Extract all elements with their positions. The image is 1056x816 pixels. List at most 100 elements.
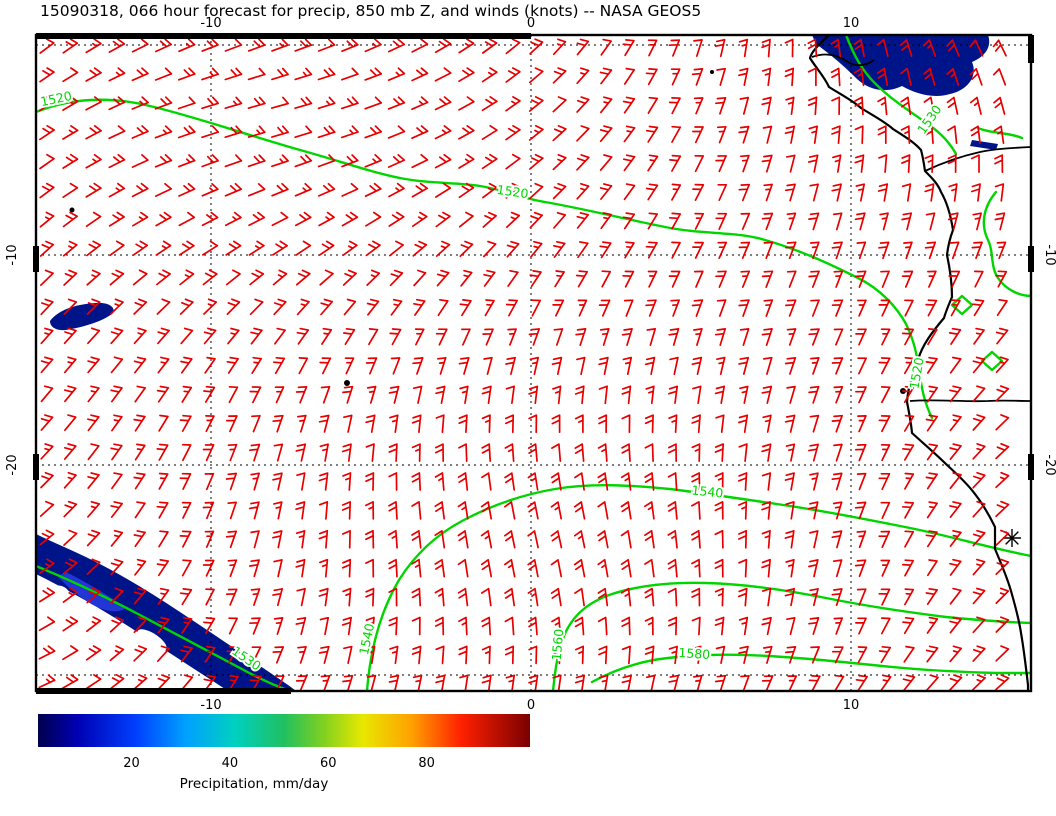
wind-barb: [856, 472, 867, 491]
wind-barb: [388, 182, 405, 198]
wind-barb: [597, 587, 609, 607]
wind-barb: [227, 501, 237, 520]
wind-barb: [949, 558, 962, 576]
wind-barb: [273, 559, 283, 578]
wind-barb: [179, 414, 192, 432]
wind-barb: [504, 501, 516, 520]
wind-barb: [716, 356, 726, 376]
wind-barb: [388, 385, 400, 404]
wind-barb: [110, 356, 124, 374]
wind-barb: [461, 328, 471, 346]
wind-barb: [880, 617, 891, 635]
wind-barb: [480, 530, 493, 549]
wind-barb: [294, 125, 313, 139]
wind-barb: [671, 241, 681, 259]
wind-barb: [552, 38, 567, 56]
wind-barb: [785, 558, 795, 578]
wind-barb: [810, 357, 820, 375]
wind-barb: [598, 645, 608, 665]
wind-barb: [599, 328, 610, 346]
wind-barb: [550, 501, 563, 520]
wind-barb: [318, 645, 330, 664]
wind-barb: [247, 38, 266, 52]
wind-barb: [132, 674, 148, 691]
wind-barb: [341, 529, 351, 549]
wind-barb: [553, 240, 566, 258]
wind-barb: [598, 385, 608, 405]
wind-barb: [925, 299, 938, 317]
wind-barb: [949, 472, 962, 490]
contour-label: 1520: [906, 356, 926, 390]
wind-barb: [714, 529, 724, 549]
wind-barb: [902, 385, 915, 403]
wind-barb: [876, 67, 889, 87]
wind-barb: [762, 125, 773, 144]
wind-barb: [900, 125, 911, 145]
wind-barb: [901, 270, 914, 288]
wind-barb: [38, 616, 56, 632]
wind-barb: [178, 240, 195, 256]
wind-barb: [761, 501, 771, 520]
wind-barb: [949, 414, 962, 432]
wind-barb: [411, 472, 422, 491]
wind-barb: [344, 357, 355, 375]
wind-barb: [994, 212, 1006, 231]
wind-barb: [411, 211, 428, 228]
wind-barb: [903, 645, 915, 663]
wind-barb: [739, 328, 750, 346]
wind-barb: [691, 616, 701, 636]
wind-barb: [133, 472, 146, 490]
wind-barb: [576, 125, 590, 142]
wind-barb: [854, 125, 864, 145]
wind-barb: [435, 182, 452, 198]
wind-barb: [620, 472, 632, 491]
wind-barb: [480, 501, 493, 520]
wind-barb: [434, 472, 445, 491]
wind-barb: [995, 616, 1010, 633]
wind-barb: [131, 67, 149, 82]
wind-barb: [388, 558, 398, 578]
wind-barb: [504, 414, 515, 434]
wind-barb: [387, 96, 406, 110]
wind-barb: [644, 472, 655, 491]
wind-barb: [250, 472, 260, 491]
wind-barb: [40, 356, 54, 374]
wind-barb: [622, 39, 635, 57]
wind-barb: [202, 559, 215, 577]
wind-barb: [297, 645, 307, 664]
wind-barb: [270, 96, 290, 109]
wind-barb: [434, 38, 452, 54]
wind-barb: [271, 211, 289, 227]
wind-barb: [481, 67, 498, 83]
wind-barb: [904, 588, 915, 606]
wind-barb: [295, 558, 306, 578]
wind-barb: [204, 472, 215, 491]
wind-barb: [272, 240, 288, 256]
wind-barb: [227, 559, 238, 578]
wind-barb: [738, 443, 748, 462]
wind-barb: [831, 183, 842, 202]
wind-barb: [904, 472, 915, 490]
wind-barb: [483, 356, 493, 375]
wind-barb: [947, 154, 957, 173]
contour-label: 1540: [691, 482, 724, 500]
wind-barb: [995, 587, 1010, 604]
wind-barb: [181, 443, 192, 462]
wind-barb: [924, 241, 937, 260]
wind-barb: [273, 443, 284, 462]
wind-barb: [551, 356, 563, 376]
wind-barb: [412, 357, 424, 375]
wind-barb: [761, 529, 771, 549]
wind-barb: [598, 414, 608, 434]
contour-label: 1560: [549, 628, 567, 661]
wind-barb: [832, 154, 842, 173]
wind-barb: [296, 472, 306, 491]
wind-barb: [598, 356, 609, 376]
wind-barb: [904, 530, 915, 548]
wind-barb: [969, 39, 984, 57]
wind-barb: [833, 443, 843, 462]
y-axis-tick-right: -10: [1042, 244, 1056, 265]
wind-barb: [972, 645, 986, 662]
wind-barb: [832, 559, 843, 578]
wind-barb: [224, 67, 243, 81]
